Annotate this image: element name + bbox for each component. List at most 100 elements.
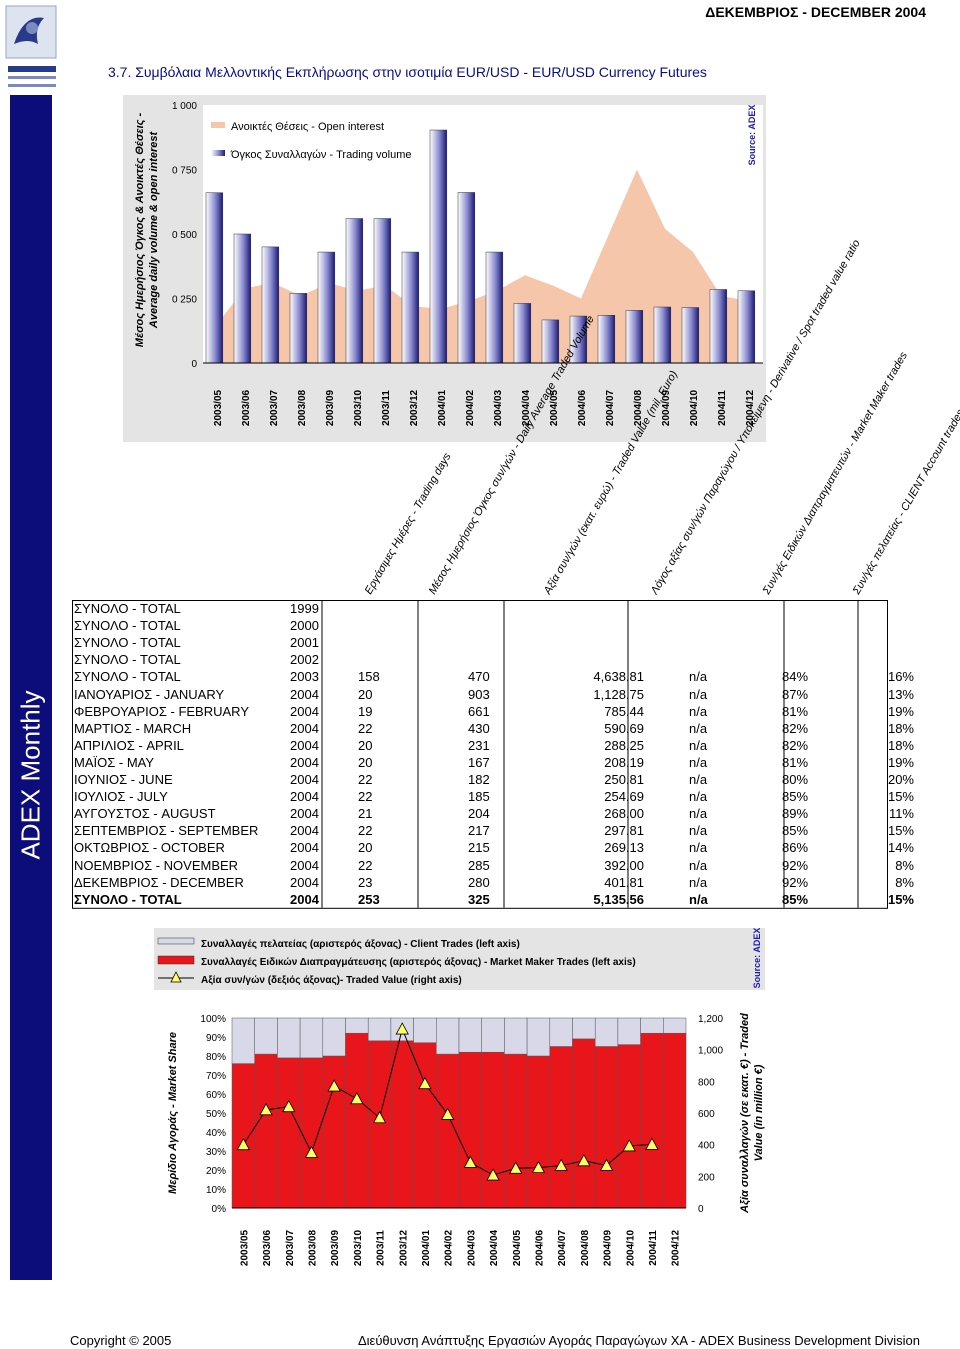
x-tick-label: 2003/11 [376, 1230, 387, 1266]
header-client-trades: Συν/γές πελατείας - CLIENT Account trade… [850, 407, 960, 597]
table-row: ΣΕΠΤΕΜΒΡΙΟΣ - SEPTEMBER 2004 22 217 297.81 n/… [72, 822, 914, 839]
cell-label: ΣΥΝΟΛΟ - TOTAL [74, 618, 181, 634]
client-bar [345, 1017, 369, 1034]
legend-open-interest: Ανοικτές Θέσεις - Open interest [231, 121, 384, 133]
cell-days: 22 [358, 772, 373, 787]
traded-value-marker [509, 1161, 523, 1174]
y2-tick-label: 600 [698, 1109, 715, 1120]
traded-value-marker [282, 1099, 296, 1113]
cell-vol: 182 [468, 772, 490, 787]
cell-label: ΦΕΒΡΟΥΑΡΙΟΣ - FEBRUARY [74, 703, 249, 719]
table-row: ΝΟΕΜΒΡΙΟΣ - NOVEMBER 2004 22 285 392.00 n/a 92… [72, 857, 914, 874]
traded-value-marker [304, 1145, 319, 1158]
volume-bar [457, 192, 476, 364]
table-row: ΟΚΤΩΒΡΙΟΣ - OCTOBER 2004 20 215 269.13 n/a 86%… [72, 839, 914, 856]
cell-mm: 92% [782, 874, 809, 890]
copyright: Copyright © 2005 [70, 1333, 172, 1348]
cell-cl: 11% [888, 806, 914, 822]
market-maker-bar [413, 1042, 437, 1209]
x-tick-label: 2004/06 [534, 1229, 545, 1266]
cell-days: 20 [358, 737, 373, 753]
x-tick-label: 2004/10 [625, 1229, 636, 1266]
cell-days: 19 [358, 703, 373, 719]
market-maker-bar [231, 1063, 255, 1209]
volume-bar [345, 218, 364, 364]
cell-mm: 82% [782, 737, 809, 753]
cell-vol: 215 [468, 840, 490, 856]
table-row: ΣΥΝΟΛΟ - TOTAL 2003 158 470 4,638.81 n/a 84% 16… [72, 668, 914, 685]
market-maker-bar [594, 1046, 619, 1209]
cell-days: 253 [358, 891, 380, 907]
table-row: ΦΕΒΡΟΥΑΡΙΟΣ - FEBRUARY 2004 19 661 785.44 n/a… [72, 703, 914, 720]
x-tick-label: 2003/12 [398, 1229, 409, 1266]
cell-cl: 19% [887, 754, 914, 770]
section-title: 3.7. Συμβόλαια Μελλοντικής Εκπλήρωσης στ… [108, 64, 707, 80]
cell-days: 20 [358, 754, 373, 770]
cell-vol: 204 [468, 806, 490, 822]
cell-ratio: n/a [689, 703, 708, 719]
table-row: ΣΥΝΟΛΟ - TOTAL 2001 [72, 634, 888, 651]
table-border [72, 600, 888, 909]
traded-value-marker [440, 1107, 455, 1120]
cell-mm: 89% [782, 806, 809, 822]
cell-mm: 85% [782, 823, 809, 839]
legend-swatch-volume [211, 150, 225, 156]
client-bar [436, 1017, 460, 1055]
cell-ratio: n/a [689, 772, 708, 787]
cell-ratio: n/a [689, 737, 708, 753]
cell-ratio: n/a [689, 806, 708, 822]
client-bar [277, 1017, 301, 1059]
y-tick-label: 20% [206, 1166, 226, 1177]
client-bar [231, 1017, 255, 1064]
x-tick-label: 2004/06 [577, 389, 588, 426]
cell-label: ΙΟΥΛΙΟΣ - JULY [74, 789, 168, 805]
cell-year: 2004 [290, 703, 319, 719]
table-total-row: ΣΥΝΟΛΟ - TOTAL 2004 253 325 5,135.56 n/a 85% 15… [72, 891, 914, 908]
cell-vol: 231 [468, 737, 490, 753]
volume-bar [429, 129, 448, 364]
client-bar [572, 1017, 596, 1040]
x-tick-label: 2003/09 [325, 389, 336, 426]
volume-bar [205, 192, 224, 364]
x-tick-label: 2004/05 [512, 1229, 523, 1266]
cell-val: 1,128.75 [593, 686, 644, 702]
cell-year: 2003 [290, 669, 319, 685]
cell-label: ΙΑΝΟΥΑΡΙΟΣ - JANUARY [74, 686, 225, 702]
x-tick-label: 2003/06 [241, 389, 252, 426]
volume-bar [709, 289, 728, 364]
cell-vol: 325 [468, 891, 490, 907]
cell-val: 250.81 [604, 772, 644, 787]
cell-days: 21 [358, 806, 373, 822]
x-tick-label: 2003/08 [307, 1229, 318, 1266]
x-tick-label: 2004/09 [661, 389, 672, 426]
x-tick-label: 2004/11 [648, 1230, 659, 1266]
x-tick-label: 2004/04 [521, 389, 532, 426]
traded-value-marker [486, 1168, 500, 1181]
x-tick-label: 2003/10 [353, 1229, 364, 1266]
y2-tick-label: 0 [698, 1204, 704, 1215]
client-bar [254, 1017, 278, 1055]
traded-value-marker [463, 1155, 478, 1168]
cell-cl: 19% [887, 703, 914, 719]
market-maker-bar [367, 1040, 392, 1209]
market-share-legend-panel [154, 928, 765, 990]
x-tick-label: 2004/09 [603, 1229, 614, 1266]
cell-days: 22 [358, 857, 373, 873]
cell-val: 268.00 [604, 806, 644, 822]
sidebar: ADEX Monthly [10, 95, 52, 1280]
y2-tick-label: 400 [698, 1141, 715, 1152]
cell-val: 4,638.81 [593, 669, 644, 685]
y-tick-label: 0 [191, 359, 197, 370]
cell-mm: 87% [782, 686, 809, 702]
cell-year: 2000 [290, 618, 319, 634]
cell-val: 401.81 [604, 874, 644, 890]
market-maker-bar [663, 1032, 687, 1209]
volume-bar [289, 293, 308, 364]
legend-swatch-market-maker [157, 955, 195, 965]
cell-label: ΣΥΝΟΛΟ - TOTAL [74, 669, 181, 685]
cell-vol: 185 [468, 789, 490, 805]
cell-mm: 86% [782, 840, 809, 856]
cell-cl: 15% [887, 891, 914, 907]
market-maker-bar [504, 1053, 528, 1209]
cell-year: 2004 [290, 686, 319, 702]
